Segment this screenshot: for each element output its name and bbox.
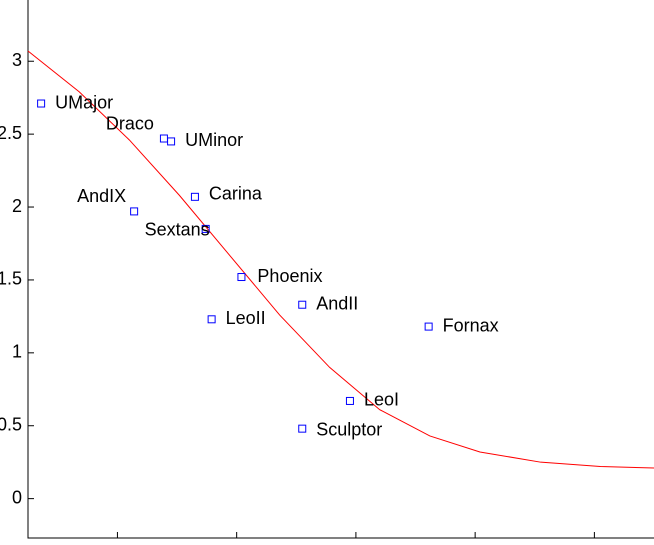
- data-point: [207, 315, 216, 324]
- point-label: Sextans: [145, 220, 210, 240]
- data-point: [424, 322, 433, 331]
- point-label: Fornax: [443, 315, 499, 335]
- point-label: UMinor: [185, 130, 243, 150]
- data-point: [159, 134, 168, 143]
- y-tick-label: 2.5: [0, 123, 22, 143]
- y-tick-label: 2: [12, 196, 22, 216]
- data-point: [130, 207, 139, 216]
- y-tick-label: 1.5: [0, 269, 22, 289]
- point-label: Sculptor: [316, 419, 382, 439]
- data-point: [237, 273, 246, 282]
- data-point: [201, 224, 210, 233]
- point-label: Phoenix: [257, 266, 322, 286]
- point-label: Carina: [209, 184, 263, 204]
- plot-frame: [27, 0, 654, 539]
- y-tick-label: 0: [12, 487, 22, 507]
- point-label: LeoI: [364, 390, 399, 410]
- point-label: AndIX: [77, 186, 126, 206]
- y-tick-label: 3: [12, 50, 22, 70]
- data-point: [345, 396, 354, 405]
- y-tick-label: 0.5: [0, 414, 22, 434]
- data-point: [190, 192, 199, 201]
- point-label: Draco: [106, 113, 154, 133]
- data-point: [37, 99, 46, 108]
- y-tick-label: 1: [12, 342, 22, 362]
- point-label: AndII: [316, 293, 358, 313]
- data-point: [298, 300, 307, 309]
- point-label: LeoII: [226, 308, 266, 328]
- data-point: [298, 424, 307, 433]
- fit-curve: [27, 50, 654, 469]
- point-label: UMajor: [55, 92, 113, 112]
- data-point: [167, 137, 176, 146]
